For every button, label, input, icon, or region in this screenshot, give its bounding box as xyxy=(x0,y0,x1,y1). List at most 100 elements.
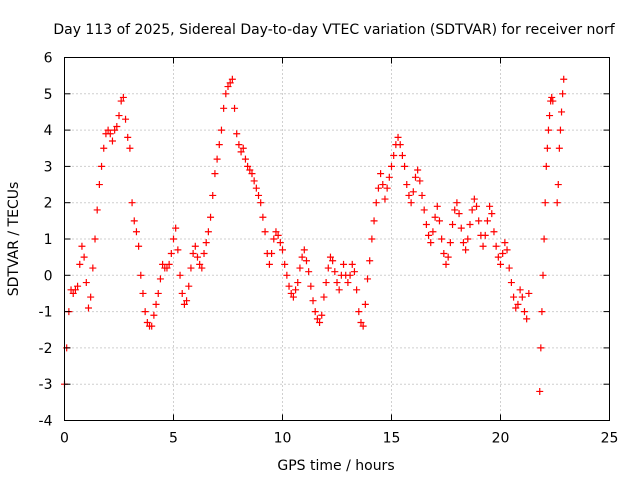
data-point xyxy=(84,304,92,312)
data-point xyxy=(224,83,232,91)
data-point xyxy=(296,264,304,272)
data-point xyxy=(394,133,402,141)
data-point xyxy=(368,235,376,243)
data-point xyxy=(483,217,491,225)
data-point xyxy=(200,250,208,258)
data-point xyxy=(548,93,556,101)
data-point xyxy=(172,224,180,232)
data-point xyxy=(274,231,282,239)
data-point xyxy=(69,289,77,297)
data-point xyxy=(320,293,328,301)
data-point xyxy=(222,90,230,98)
data-point xyxy=(167,250,175,258)
data-point xyxy=(117,97,125,105)
data-point xyxy=(276,239,284,247)
y-tick-label: -2 xyxy=(39,341,53,357)
data-point xyxy=(431,213,439,221)
data-point xyxy=(211,170,219,178)
data-point xyxy=(111,126,119,134)
data-point xyxy=(165,260,173,268)
data-point xyxy=(246,166,254,174)
data-point xyxy=(91,235,99,243)
data-point xyxy=(490,228,498,236)
y-tick-label: 2 xyxy=(44,196,53,212)
x-axis-label: GPS time / hours xyxy=(277,458,394,474)
data-point xyxy=(398,152,406,160)
data-point xyxy=(198,264,206,272)
data-point xyxy=(119,93,127,101)
data-point xyxy=(520,308,528,316)
x-tick-label: 20 xyxy=(492,431,510,447)
data-point xyxy=(355,308,363,316)
x-tick-label: 5 xyxy=(169,431,178,447)
data-point xyxy=(196,260,204,268)
data-point xyxy=(89,264,97,272)
data-point xyxy=(215,141,223,149)
data-point xyxy=(516,286,524,294)
data-point xyxy=(71,286,79,294)
data-point xyxy=(178,289,186,297)
axis-ticks xyxy=(64,57,610,421)
data-point xyxy=(189,250,197,258)
data-point xyxy=(361,300,369,308)
data-point xyxy=(104,126,112,134)
data-point xyxy=(228,75,236,83)
data-point xyxy=(344,279,352,287)
x-tick-label: 10 xyxy=(274,431,292,447)
data-point xyxy=(546,112,554,120)
data-point xyxy=(518,293,526,301)
data-point xyxy=(379,181,387,189)
data-point xyxy=(350,268,358,276)
data-point xyxy=(381,195,389,203)
data-point xyxy=(174,246,182,254)
data-point xyxy=(156,275,164,283)
data-point xyxy=(401,162,409,170)
data-point xyxy=(150,311,158,319)
data-point xyxy=(265,260,273,268)
y-tick-label: -4 xyxy=(39,414,53,430)
data-point xyxy=(141,308,149,316)
data-point xyxy=(159,260,167,268)
x-tick-label: 25 xyxy=(601,431,619,447)
data-point xyxy=(335,286,343,294)
data-point xyxy=(326,253,334,261)
data-point xyxy=(292,286,300,294)
x-tick-label: 15 xyxy=(383,431,401,447)
data-point xyxy=(313,315,321,323)
data-point xyxy=(435,217,443,225)
data-point xyxy=(455,210,463,218)
data-point xyxy=(559,90,567,98)
data-point xyxy=(544,126,552,134)
data-point xyxy=(289,293,297,301)
data-point xyxy=(78,242,86,250)
data-point xyxy=(449,220,457,228)
data-point xyxy=(346,271,354,279)
data-point xyxy=(370,217,378,225)
data-point xyxy=(507,279,515,287)
data-point xyxy=(416,177,424,185)
data-point xyxy=(549,97,557,105)
data-point xyxy=(137,271,145,279)
data-point xyxy=(281,260,289,268)
data-point xyxy=(457,224,465,232)
data-point xyxy=(87,293,95,301)
data-point xyxy=(451,206,459,214)
data-point xyxy=(139,289,147,297)
data-point xyxy=(486,202,494,210)
data-point xyxy=(540,235,548,243)
data-point xyxy=(207,213,215,221)
data-point xyxy=(307,282,315,290)
data-point xyxy=(366,257,374,265)
data-point xyxy=(429,228,437,236)
data-point xyxy=(470,195,478,203)
data-point xyxy=(353,286,361,294)
data-point xyxy=(377,170,385,178)
data-point xyxy=(388,162,395,170)
data-point xyxy=(233,130,241,138)
data-point xyxy=(453,199,461,207)
data-point xyxy=(372,199,380,207)
tick-labels: 0 5 10 15 20 25 -4 -3 -2 -1 0 1 2 3 4 5 6 xyxy=(39,51,619,447)
data-point xyxy=(185,282,193,290)
data-point xyxy=(311,308,319,316)
